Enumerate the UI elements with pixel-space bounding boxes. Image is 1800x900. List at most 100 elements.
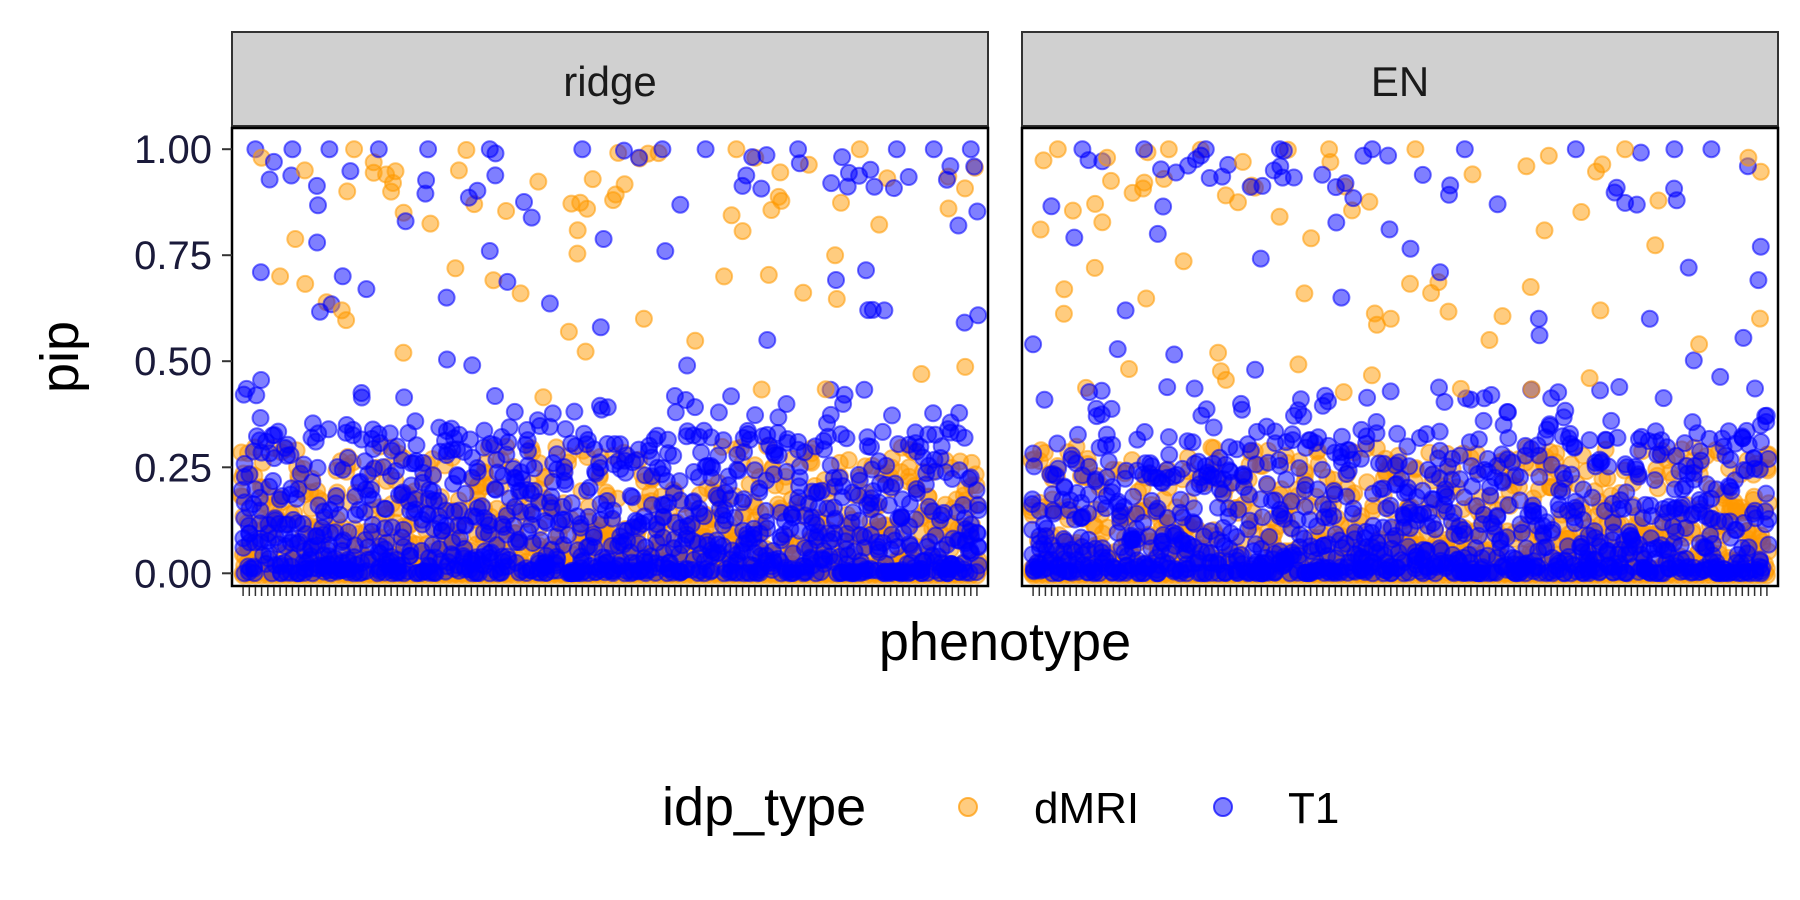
- point-t1-EN: [1542, 523, 1561, 542]
- point-t1-ridge: [598, 398, 617, 417]
- point-dmri-ridge: [529, 172, 548, 191]
- point-t1-EN: [1400, 457, 1419, 476]
- point-t1-EN: [1757, 484, 1775, 503]
- point-dmri-ridge: [583, 170, 602, 189]
- point-t1-ridge: [338, 449, 357, 467]
- point-t1-ridge: [709, 446, 728, 465]
- point-t1-EN: [1610, 378, 1629, 396]
- point-dmri-ridge: [634, 309, 653, 328]
- point-t1-ridge: [540, 294, 559, 313]
- point-t1-EN: [1183, 433, 1202, 452]
- point-t1-ridge: [822, 174, 841, 193]
- point-t1-EN: [1290, 459, 1309, 478]
- point-dmri-ridge: [827, 290, 846, 308]
- point-t1-EN: [1294, 407, 1313, 426]
- point-t1-ridge: [376, 500, 395, 518]
- point-t1-ridge: [857, 261, 875, 280]
- point-t1-ridge: [369, 140, 388, 159]
- point-t1-EN: [1599, 457, 1618, 476]
- point-t1-EN: [1099, 452, 1118, 471]
- point-t1-ridge: [961, 140, 980, 159]
- point-t1-ridge: [678, 356, 697, 375]
- point-t1-EN: [1024, 444, 1043, 463]
- point-t1-ridge: [260, 170, 279, 189]
- point-t1-ridge: [240, 465, 259, 484]
- point-dmri-ridge: [686, 331, 705, 350]
- point-dmri-ridge: [772, 191, 791, 210]
- point-dmri-EN: [1034, 151, 1053, 170]
- point-t1-ridge: [967, 481, 986, 500]
- point-dmri-EN: [1493, 307, 1512, 326]
- point-t1-ridge: [719, 476, 738, 495]
- point-t1-ridge: [237, 379, 256, 398]
- point-t1-EN: [1498, 528, 1516, 547]
- point-t1-ridge: [519, 442, 537, 461]
- point-t1-ridge: [309, 196, 327, 215]
- point-t1-ridge: [456, 484, 475, 503]
- point-t1-ridge: [837, 429, 856, 448]
- point-t1-EN: [1270, 450, 1289, 469]
- point-t1-ridge: [955, 428, 974, 447]
- point-t1-EN: [1759, 535, 1778, 554]
- point-t1-EN: [1253, 508, 1272, 527]
- point-dmri-EN: [1362, 366, 1381, 385]
- point-dmri-ridge: [295, 161, 314, 180]
- point-t1-ridge: [540, 417, 559, 436]
- point-t1-EN: [1752, 433, 1770, 451]
- point-t1-ridge: [738, 425, 757, 444]
- point-t1-ridge: [407, 436, 426, 455]
- point-dmri-ridge: [568, 244, 587, 263]
- point-t1-ridge: [480, 242, 499, 260]
- point-t1-EN: [1160, 445, 1179, 464]
- point-t1-EN: [1381, 382, 1400, 401]
- point-t1-ridge: [758, 331, 777, 349]
- point-dmri-ridge: [534, 388, 553, 407]
- point-t1-EN: [1159, 428, 1178, 447]
- point-t1-ridge: [468, 462, 487, 481]
- point-t1-ridge: [949, 216, 968, 235]
- point-t1-EN: [1185, 379, 1204, 398]
- point-t1-EN: [1035, 390, 1054, 409]
- point-t1-EN: [1124, 487, 1143, 506]
- point-t1-ridge: [757, 146, 776, 165]
- point-t1-ridge: [252, 371, 271, 389]
- point-t1-EN: [1549, 383, 1568, 402]
- point-dmri-ridge: [568, 221, 587, 240]
- point-t1-ridge: [486, 387, 504, 405]
- point-t1-EN: [1511, 468, 1529, 487]
- point-t1-ridge: [499, 433, 518, 452]
- point-t1-ridge: [264, 152, 283, 171]
- point-t1-ridge: [924, 140, 943, 159]
- point-dmri-ridge: [386, 162, 405, 181]
- point-t1-ridge: [671, 195, 690, 214]
- point-t1-ridge: [696, 140, 715, 159]
- point-t1-ridge: [906, 510, 925, 529]
- point-t1-EN: [1204, 418, 1223, 437]
- point-dmri-ridge: [562, 194, 581, 213]
- point-dmri-EN: [1102, 171, 1120, 190]
- point-t1-ridge: [594, 230, 613, 248]
- point-dmri-ridge: [457, 141, 476, 159]
- point-t1-ridge: [406, 412, 425, 431]
- point-dmri-ridge: [604, 191, 623, 210]
- point-dmri-ridge: [912, 365, 931, 383]
- point-t1-ridge: [702, 468, 721, 487]
- point-dmri-EN: [1054, 304, 1073, 323]
- point-dmri-EN: [1086, 194, 1105, 213]
- point-t1-EN: [1343, 504, 1362, 523]
- point-dmri-ridge: [939, 199, 958, 218]
- point-t1-EN: [1759, 450, 1778, 468]
- point-t1-ridge: [887, 140, 906, 159]
- point-dmri-ridge: [338, 182, 357, 201]
- point-t1-ridge: [556, 475, 575, 493]
- points-ridge: [232, 140, 988, 585]
- point-dmri-ridge: [511, 284, 530, 303]
- point-t1-EN: [1654, 389, 1673, 408]
- point-dmri-ridge: [449, 161, 468, 180]
- point-t1-EN: [1583, 488, 1602, 507]
- point-t1-ridge: [861, 160, 880, 179]
- point-t1-ridge: [308, 458, 327, 477]
- point-t1-EN: [1530, 467, 1549, 486]
- point-t1-ridge: [463, 356, 482, 375]
- point-t1-EN: [1135, 423, 1154, 441]
